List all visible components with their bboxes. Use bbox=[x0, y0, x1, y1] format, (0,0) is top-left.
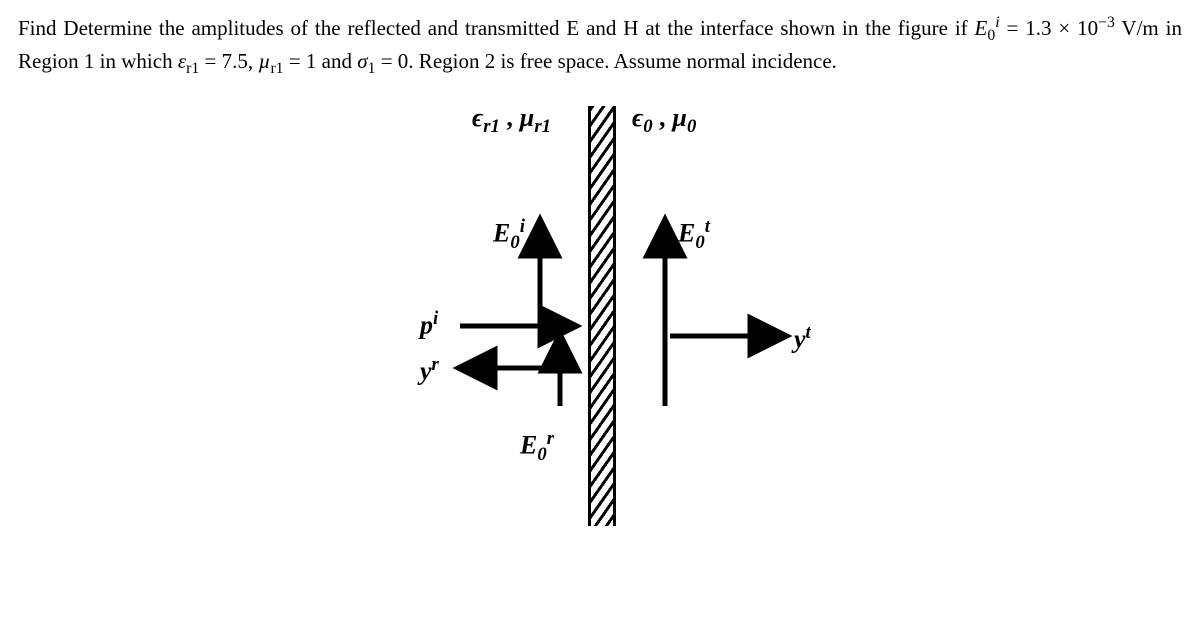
label-yr: yr bbox=[420, 352, 439, 390]
text-leading: Find Determine the amplitudes of the ref… bbox=[18, 16, 975, 40]
label-E0r: E0r bbox=[520, 426, 554, 468]
text-eq2: = 7.5, bbox=[199, 49, 258, 73]
text-eq3: = 1 and bbox=[284, 49, 358, 73]
sym-E: E bbox=[975, 16, 988, 40]
figure: ϵr1 , µr1 ϵ0 , µ0 bbox=[370, 106, 830, 526]
sym-eps: ε bbox=[178, 49, 186, 73]
label-E0t: E0t bbox=[678, 214, 710, 256]
text-eq1: = 1.3 × 10 bbox=[1000, 16, 1099, 40]
sym-sigma: σ bbox=[357, 49, 367, 73]
label-E0i: E0i bbox=[493, 214, 525, 256]
problem-statement: Find Determine the amplitudes of the ref… bbox=[18, 12, 1182, 80]
figure-container: ϵr1 , µr1 ϵ0 , µ0 bbox=[18, 106, 1182, 534]
label-pi: pi bbox=[420, 306, 438, 344]
sup-neg3: −3 bbox=[1098, 14, 1115, 31]
sub-r1b: r1 bbox=[270, 60, 283, 77]
text-eq4: = 0. Region 2 is free space. Assume norm… bbox=[375, 49, 836, 73]
sym-mu: µ bbox=[258, 49, 270, 73]
sub-r1: r1 bbox=[186, 60, 199, 77]
label-yt: yt bbox=[794, 320, 811, 358]
figure-arrows bbox=[370, 106, 830, 526]
